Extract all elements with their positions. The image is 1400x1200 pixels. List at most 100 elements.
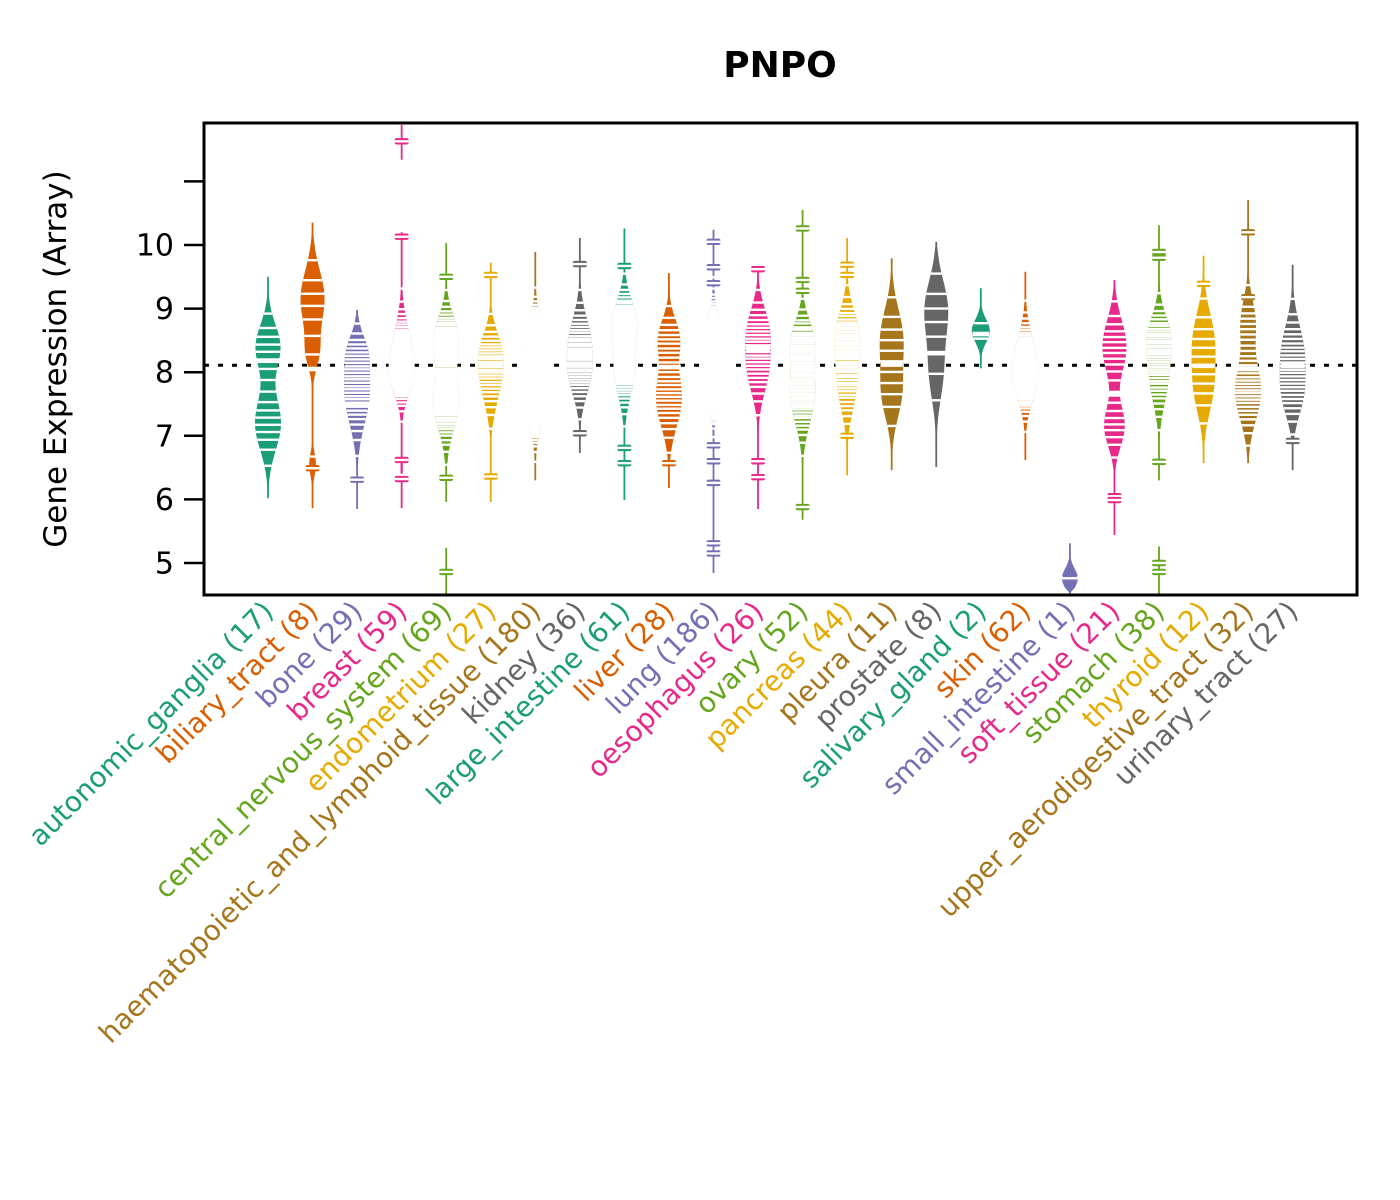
observation-rung [486,324,496,327]
observation-rung [433,399,460,402]
data-point-mark-core [439,275,454,278]
observation-rung [482,335,499,338]
observation-rung [883,315,901,319]
observation-rung [789,347,816,350]
observation-rung [344,398,370,401]
violin-body [1061,543,1078,595]
data-point-mark-core [840,263,855,266]
violin-average-line [656,364,681,370]
violin-stomach [1145,225,1173,595]
y-axis-label: Gene Expression (Array) [38,170,74,547]
observation-rung [882,405,901,409]
violins-layer [255,124,1306,595]
observation-rung [790,381,816,385]
violin-bone [344,309,371,509]
observation-rung [567,368,593,371]
data-point-mark-core [706,460,721,463]
observation-rung [388,363,415,366]
observation-rung [434,375,458,378]
observation-rung [1240,327,1257,331]
observation-rung [304,334,321,338]
observation-rung [1148,376,1170,380]
observation-rung [789,390,816,393]
y-tick-label: 10 [136,229,174,264]
observation-rung [926,292,947,296]
observation-rung [487,312,494,316]
observation-rung [1107,443,1122,446]
observation-rung [798,308,807,311]
observation-rung [439,313,454,316]
observation-rung [434,383,459,386]
observation-rung [613,351,636,355]
observation-rung [573,314,587,317]
observation-rung [574,399,586,403]
observation-rung [388,372,415,375]
observation-rung [1279,361,1306,364]
observation-rung [435,363,458,366]
observation-rung [973,337,988,340]
data-point-mark-core [706,281,721,285]
observation-rung [835,326,859,329]
observation-rung [344,391,370,394]
observation-rung [390,348,413,352]
observation-rung [1236,401,1261,405]
observation-rung [566,358,593,361]
observation-rung [1149,379,1169,383]
observation-rung [532,445,539,448]
observation-rung [887,296,896,299]
observation-rung [613,359,636,362]
observation-rung [797,314,809,317]
observation-rung [836,323,859,327]
observation-rung [434,381,459,384]
observation-rung [973,322,988,325]
data-point-mark-core [1152,570,1166,574]
observation-rung [259,326,277,330]
observation-rung [745,361,771,364]
observation-rung [614,376,635,380]
violin-average-line [256,358,280,364]
violin-thyroid [1191,255,1216,464]
observation-rung [745,333,771,337]
observation-rung [486,413,495,417]
observation-rung [616,385,633,389]
violin-average-line [522,363,549,369]
observation-rung [433,408,459,411]
observation-rung [790,372,815,375]
observation-rung [1240,317,1256,320]
observation-rung [1016,343,1035,347]
observation-rung [745,340,771,343]
observation-rung [567,347,593,350]
observation-rung [1102,346,1127,350]
observation-rung [1018,333,1032,337]
observation-rung [483,400,498,403]
observation-rung [791,403,815,406]
observation-rung [302,279,323,282]
observation-rung [660,323,678,327]
observation-rung [485,405,497,409]
data-point-mark-core [483,273,498,277]
observation-rung [394,394,409,398]
observation-rung [658,351,680,354]
violin-skin [1012,271,1039,460]
observation-rung [434,330,458,333]
observation-rung [434,411,458,415]
observation-rung [390,346,413,350]
observation-rung [389,355,414,359]
observation-rung [1017,397,1034,401]
observation-rung [1016,394,1035,397]
observation-rung [616,299,633,302]
observation-rung [1192,337,1215,341]
observation-rung [751,392,765,395]
violin-autonomic_ganglia [255,276,281,499]
observation-rung [256,409,280,412]
observation-rung [567,342,593,345]
observation-rung [1236,405,1260,409]
data-point-mark-core [1152,460,1166,464]
observation-rung [838,393,856,397]
observation-rung [753,400,763,403]
observation-rung [657,380,681,383]
observation-rung [1014,386,1037,390]
observation-rung [613,363,636,366]
observation-rung [434,377,458,380]
